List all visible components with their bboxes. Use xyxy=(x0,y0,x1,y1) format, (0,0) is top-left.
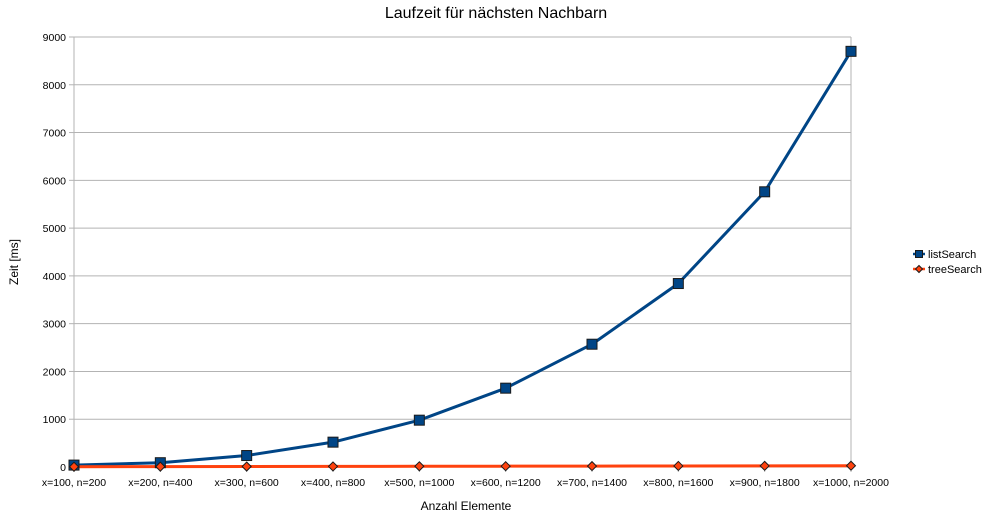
legend: listSearch treeSearch xyxy=(913,249,982,276)
y-tick-label: 1000 xyxy=(43,414,67,426)
series-line-treeSearch xyxy=(72,464,853,469)
grid-lines xyxy=(74,36,851,468)
tick-labels: 0 1000 2000 3000 4000 5000 6000 7000 8000 9000 x=1… xyxy=(42,32,889,489)
data-point-treeSearch xyxy=(586,460,598,472)
y-tick-label: 5000 xyxy=(43,223,67,235)
x-axis-title: Anzahl Elemente xyxy=(421,499,512,513)
data-point-treeSearch xyxy=(155,461,166,472)
x-tick-label: x=700, n=1400 xyxy=(557,477,627,489)
y-tick-label: 7000 xyxy=(43,128,67,140)
series-lines xyxy=(72,49,853,469)
data-points xyxy=(68,45,857,472)
legend-marker xyxy=(914,264,924,274)
data-point-treeSearch xyxy=(845,460,857,471)
data-point-listSearch xyxy=(845,45,857,57)
data-point-treeSearch xyxy=(500,460,511,472)
data-point-listSearch xyxy=(241,450,253,462)
y-tick-label: 4000 xyxy=(43,271,67,283)
data-point-treeSearch xyxy=(759,460,770,472)
legend-label: treeSearch xyxy=(928,264,982,276)
data-point-listSearch xyxy=(672,278,684,290)
data-point-treeSearch xyxy=(327,461,339,472)
x-tick-label: x=400, n=800 xyxy=(301,477,365,489)
data-point-listSearch xyxy=(500,382,512,394)
series-line-listSearch xyxy=(72,49,853,467)
x-tick-label: x=800, n=1600 xyxy=(643,477,713,489)
x-tick-label: x=100, n=200 xyxy=(42,477,106,489)
data-point-treeSearch xyxy=(414,461,425,472)
legend-item-listSearch: listSearch xyxy=(913,249,976,261)
x-tick-label: x=1000, n=2000 xyxy=(813,477,889,489)
axes xyxy=(69,36,852,472)
y-tick-label: 6000 xyxy=(43,175,67,187)
y-axis-title: Zeit [ms] xyxy=(7,239,21,285)
legend-item-treeSearch: treeSearch xyxy=(913,264,982,276)
legend-marker xyxy=(915,250,923,258)
data-point-listSearch xyxy=(586,338,598,350)
x-tick-label: x=600, n=1200 xyxy=(471,477,541,489)
data-point-treeSearch xyxy=(673,460,684,472)
y-tick-label: 9000 xyxy=(43,32,67,44)
data-point-listSearch xyxy=(413,414,425,426)
y-tick-label: 8000 xyxy=(43,80,67,92)
x-tick-label: x=300, n=600 xyxy=(215,477,279,489)
y-tick-label: 2000 xyxy=(43,366,67,378)
data-point-listSearch xyxy=(327,436,339,448)
data-point-treeSearch xyxy=(241,461,252,472)
x-tick-label: x=500, n=1000 xyxy=(384,477,454,489)
x-tick-label: x=900, n=1800 xyxy=(730,477,800,489)
y-tick-label: 3000 xyxy=(43,319,67,331)
data-point-treeSearch xyxy=(68,461,80,472)
x-tick-label: x=200, n=400 xyxy=(128,477,192,489)
data-point-listSearch xyxy=(759,186,771,198)
chart-title: Laufzeit für nächsten Nachbarn xyxy=(385,5,607,22)
legend-label: listSearch xyxy=(928,249,976,261)
y-tick-label: 0 xyxy=(60,462,66,474)
